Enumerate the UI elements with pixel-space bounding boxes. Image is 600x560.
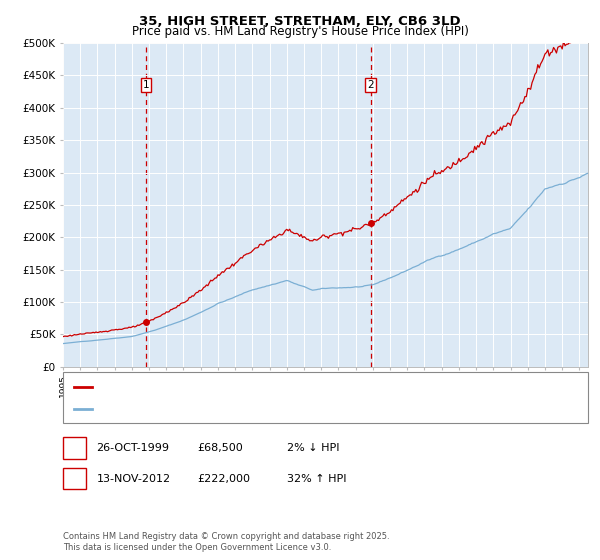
Text: 1: 1 — [143, 80, 149, 90]
Text: HPI: Average price, semi-detached house, East Cambridgeshire: HPI: Average price, semi-detached house,… — [98, 404, 407, 414]
Text: 35, HIGH STREET, STRETHAM, ELY, CB6 3LD (semi-detached house): 35, HIGH STREET, STRETHAM, ELY, CB6 3LD … — [98, 381, 428, 391]
Text: 2% ↓ HPI: 2% ↓ HPI — [287, 443, 340, 453]
Text: Price paid vs. HM Land Registry's House Price Index (HPI): Price paid vs. HM Land Registry's House … — [131, 25, 469, 38]
Text: 2: 2 — [71, 474, 78, 484]
Text: 26-OCT-1999: 26-OCT-1999 — [97, 443, 170, 453]
Text: £222,000: £222,000 — [197, 474, 250, 484]
Text: £68,500: £68,500 — [197, 443, 242, 453]
Text: 13-NOV-2012: 13-NOV-2012 — [97, 474, 171, 484]
Text: 1: 1 — [71, 443, 78, 453]
Text: 35, HIGH STREET, STRETHAM, ELY, CB6 3LD: 35, HIGH STREET, STRETHAM, ELY, CB6 3LD — [139, 15, 461, 27]
Text: 32% ↑ HPI: 32% ↑ HPI — [287, 474, 346, 484]
Text: Contains HM Land Registry data © Crown copyright and database right 2025.
This d: Contains HM Land Registry data © Crown c… — [63, 532, 389, 552]
Text: 2: 2 — [367, 80, 374, 90]
